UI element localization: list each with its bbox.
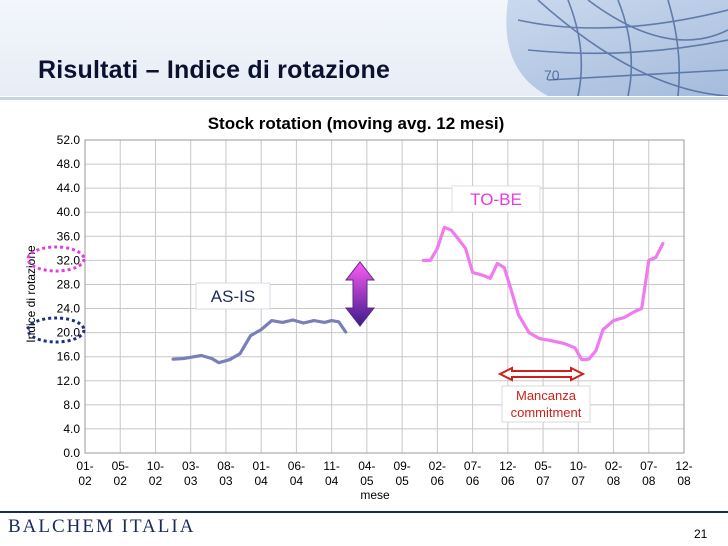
x-tick-label: 06-04: [288, 459, 305, 488]
highlight-circle-20: [26, 316, 86, 344]
x-tick-label: 12-08: [675, 459, 692, 488]
x-tick-label: 10-02: [147, 459, 164, 488]
to-be-label: TO-BE: [470, 190, 522, 209]
chart-title: Stock rotation (moving avg. 12 mesi): [208, 114, 505, 133]
svg-text:70: 70: [544, 67, 560, 83]
header-divider: [0, 97, 728, 100]
y-tick-label: 44.0: [57, 181, 81, 195]
y-tick-label: 16.0: [57, 350, 81, 364]
series-lines: [171, 225, 665, 365]
x-tick-label: 12-06: [499, 459, 516, 488]
company-logo: BALCHEM ITALIA: [8, 516, 196, 537]
gap-label-line2: commitment: [511, 405, 582, 420]
x-tick-label: 01-04: [253, 459, 270, 488]
y-tick-label: 40.0: [57, 205, 81, 219]
y-tick-label: 8.0: [63, 398, 80, 412]
as-is-callout: AS-IS: [195, 282, 271, 310]
x-tick-labels: 01-02 05-02 10-02 03-03 08-03 01-04 06-04 11-04…: [76, 459, 692, 488]
y-axis-label: Indice di rotazione: [24, 245, 38, 343]
y-tick-label: 24.0: [57, 302, 81, 316]
gap-callout: Mancanza commitment: [501, 385, 591, 423]
x-tick-label: 09-05: [393, 459, 410, 488]
y-tick-label: 12.0: [57, 374, 81, 388]
y-tick-label: 4.0: [63, 422, 80, 436]
y-tick-label: 0.0: [63, 446, 80, 460]
x-tick-label: 04-05: [358, 459, 375, 488]
y-tick-label: 20.0: [57, 326, 81, 340]
x-tick-label: 01-02: [76, 459, 93, 488]
x-tick-label: 11-04: [323, 459, 339, 488]
header-decoration: 70: [488, 0, 728, 96]
y-tick-label: 32.0: [57, 253, 81, 267]
x-tick-label: 10-07: [570, 459, 587, 488]
to-be-callout: TO-BE: [451, 185, 541, 213]
y-tick-label: 36.0: [57, 229, 81, 243]
y-tick-label: 52.0: [57, 133, 81, 147]
series-line-as-is: [171, 318, 348, 365]
x-tick-label: 05-07: [534, 459, 551, 488]
x-axis-label: mese: [360, 488, 390, 502]
x-tick-label: 03-03: [182, 459, 199, 488]
footer-divider: [0, 511, 728, 513]
gap-label-line1: Mancanza: [516, 388, 577, 403]
x-tick-label: 07-08: [640, 459, 657, 488]
stock-rotation-chart: Stock rotation (moving avg. 12 mesi) 0.0…: [18, 104, 710, 504]
x-tick-label: 08-03: [217, 459, 234, 488]
double-arrow-icon: [344, 261, 376, 327]
page-number: 21: [694, 527, 708, 541]
as-is-label: AS-IS: [211, 287, 255, 306]
gap-arrow-icon: [497, 366, 586, 382]
y-tick-labels: 0.0 4.0 8.0 12.0 16.0 20.0 24.0 28.0 32.0 36.0 40.…: [57, 133, 81, 460]
x-tick-label: 02-08: [605, 459, 622, 488]
series-line-to-be: [421, 225, 665, 362]
highlight-circle-32: [26, 245, 86, 273]
y-tick-label: 48.0: [57, 157, 81, 171]
x-tick-label: 07-06: [464, 459, 481, 488]
x-tick-label: 02-06: [429, 459, 446, 488]
grid-lines: [84, 139, 685, 454]
x-tick-label: 05-02: [112, 459, 129, 488]
slide-title: Risultati – Indice di rotazione: [38, 56, 391, 84]
y-tick-label: 28.0: [57, 277, 81, 291]
plot-frame: [84, 139, 685, 454]
